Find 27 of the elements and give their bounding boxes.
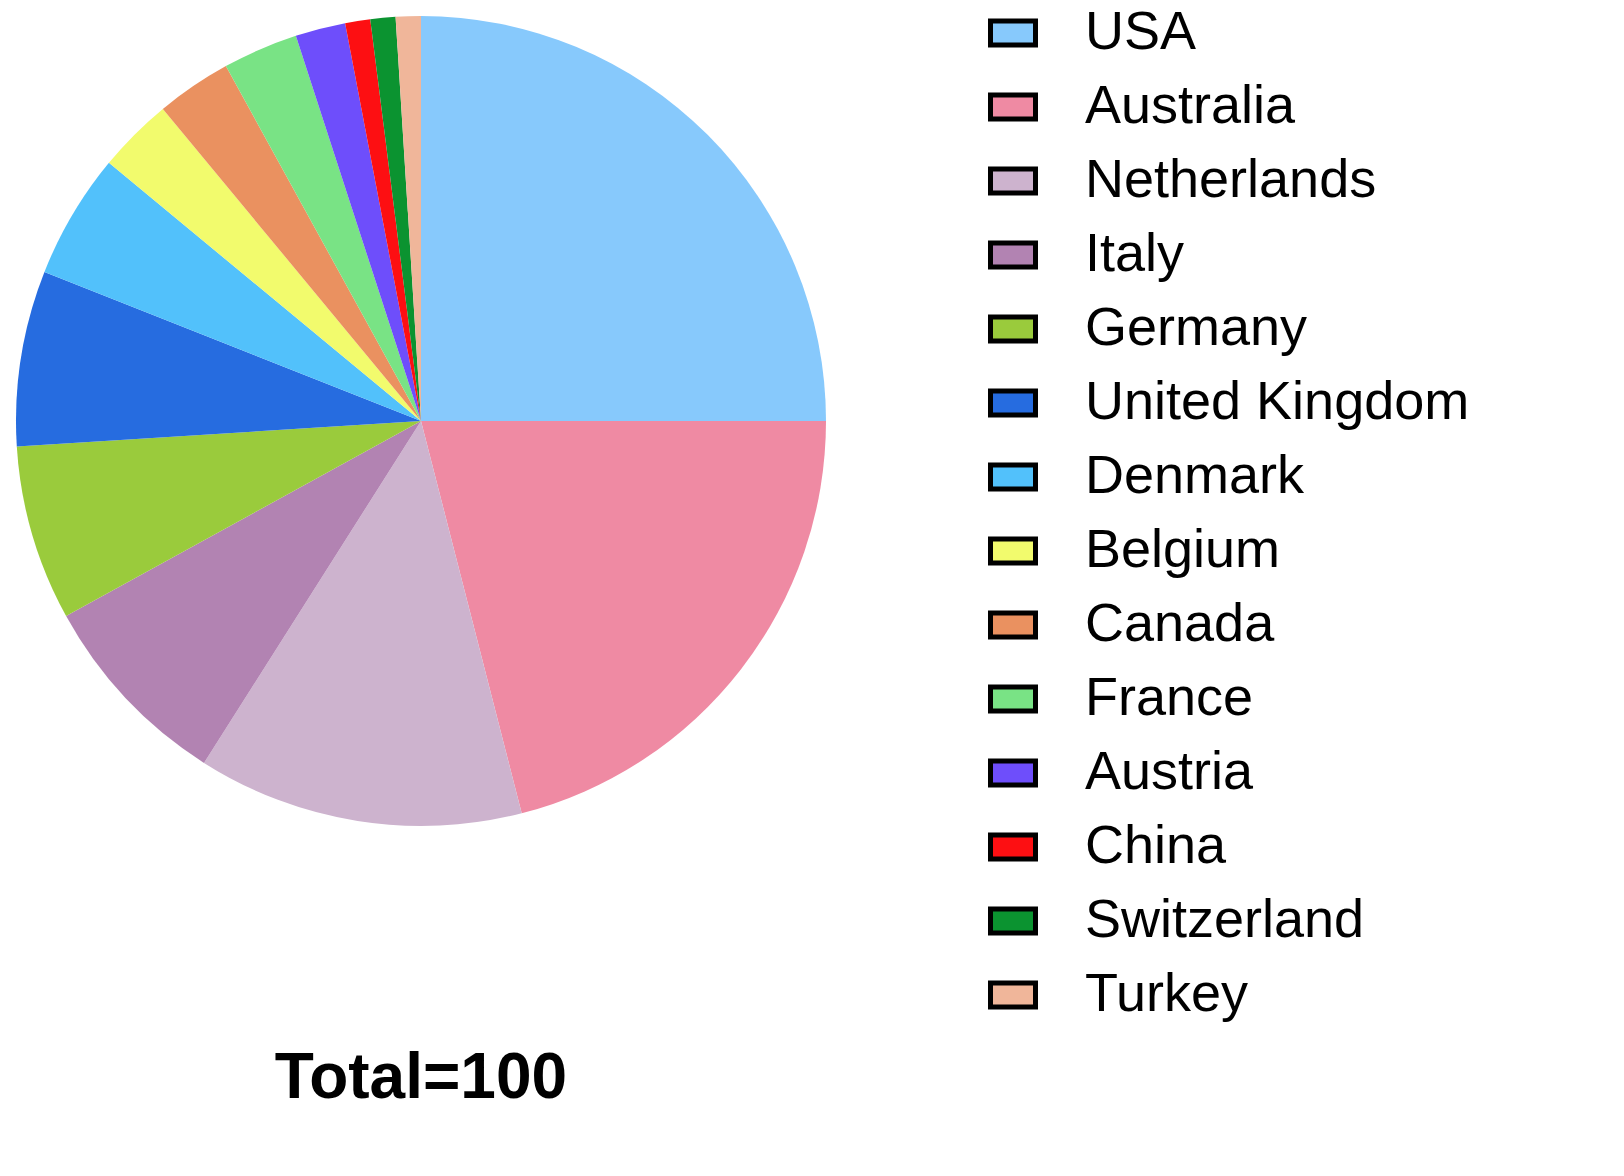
text: Total=100 [274,1040,568,1112]
legend-label: China [1085,814,1228,874]
legend-label: Australia [1085,74,1297,134]
legend-label: Belgium [1085,518,1281,578]
legend-label: USA [1085,0,1197,60]
pie-slice [295,23,421,421]
legend-label: Turkey [1085,962,1249,1022]
pie-slice [345,19,421,421]
pie-slice [225,35,421,421]
pie-slice [66,421,421,763]
pie-slice [16,421,421,617]
legend-label: United Kingdom [1085,370,1470,430]
pie-slice [421,16,826,421]
legend-label: Netherlands [1085,148,1377,208]
legend-label: Canada [1085,592,1276,652]
legend-label: Switzerland [1085,888,1365,948]
pie-slice [421,421,826,814]
pie-slice [162,66,421,421]
pie-slice [203,421,522,826]
pie-slice [108,108,421,421]
legend-label: Denmark [1085,444,1306,504]
pie-slice [16,271,421,447]
legend-label: France [1085,666,1254,726]
legend-label: Italy [1085,222,1185,282]
legend-label: Austria [1085,740,1255,800]
legend-label: Germany [1085,296,1308,356]
pie-slice [44,162,421,421]
